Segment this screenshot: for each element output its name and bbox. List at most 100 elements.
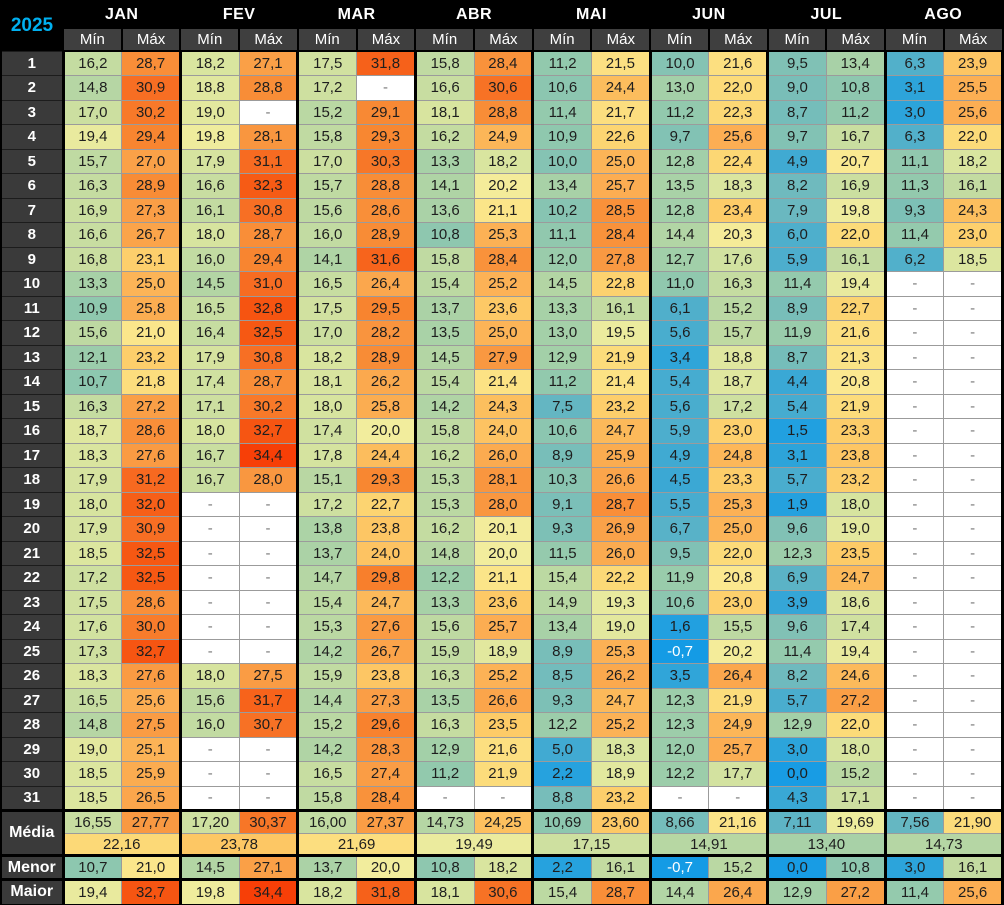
temp-cell[interactable]: 30,9 bbox=[121, 75, 181, 101]
temp-cell[interactable]: 11,5 bbox=[531, 540, 592, 566]
temp-cell[interactable]: 16,0 bbox=[178, 246, 240, 272]
temp-cell[interactable]: 18,3 bbox=[708, 173, 769, 199]
temp-cell[interactable]: 21,6 bbox=[708, 50, 769, 76]
temp-cell[interactable]: 15,8 bbox=[413, 418, 475, 444]
temp-cell[interactable]: 5,9 bbox=[766, 246, 827, 272]
temp-cell[interactable]: 9,5 bbox=[648, 540, 710, 566]
temp-cell[interactable]: 16,55 bbox=[61, 809, 123, 834]
empty-cell[interactable]: - bbox=[943, 516, 1004, 542]
empty-cell[interactable]: - bbox=[178, 638, 240, 664]
temp-cell[interactable]: 26,4 bbox=[708, 663, 769, 689]
empty-cell[interactable]: - bbox=[473, 785, 534, 811]
temp-cell[interactable]: 15,6 bbox=[178, 687, 240, 713]
temp-cell[interactable]: 10,8 bbox=[825, 854, 886, 880]
temp-cell[interactable]: 10,3 bbox=[531, 467, 592, 493]
temp-cell[interactable]: 14,4 bbox=[648, 878, 710, 905]
temp-cell[interactable]: 15,6 bbox=[413, 614, 475, 640]
temp-cell[interactable]: 10,7 bbox=[61, 854, 123, 880]
temp-cell[interactable]: 16,9 bbox=[825, 173, 886, 199]
temp-cell[interactable]: 11,4 bbox=[766, 271, 827, 297]
temp-cell[interactable]: 22,8 bbox=[590, 271, 651, 297]
temp-cell[interactable]: 18,0 bbox=[61, 491, 123, 517]
temp-cell[interactable]: 21,4 bbox=[590, 369, 651, 395]
temp-cell[interactable]: 22,0 bbox=[825, 712, 886, 738]
temp-cell[interactable]: 13,5 bbox=[648, 173, 710, 199]
temp-cell[interactable]: 30,8 bbox=[238, 344, 299, 370]
temp-cell[interactable]: 29,4 bbox=[238, 246, 299, 272]
temp-cell[interactable]: 4,9 bbox=[766, 148, 827, 174]
temp-cell[interactable]: 11,2 bbox=[825, 99, 886, 125]
temp-cell[interactable]: 20,8 bbox=[708, 565, 769, 591]
temp-cell[interactable]: 9,1 bbox=[531, 491, 592, 517]
temp-cell[interactable]: 15,4 bbox=[296, 589, 358, 615]
temp-cell[interactable]: 24,0 bbox=[473, 418, 534, 444]
temp-cell[interactable]: 27,9 bbox=[473, 344, 534, 370]
temp-cell[interactable]: 22,4 bbox=[708, 148, 769, 174]
temp-cell[interactable]: 25,7 bbox=[473, 614, 534, 640]
temp-cell[interactable]: 26,0 bbox=[590, 540, 651, 566]
temp-cell[interactable]: 27,2 bbox=[825, 687, 886, 713]
temp-cell[interactable]: -0,7 bbox=[648, 638, 710, 664]
temp-cell[interactable]: 3,0 bbox=[883, 854, 945, 880]
temp-cell[interactable]: 31,2 bbox=[121, 467, 181, 493]
temp-cell[interactable]: 10,69 bbox=[531, 809, 592, 834]
temp-cell[interactable]: 23,5 bbox=[825, 540, 886, 566]
temp-cell[interactable]: 25,7 bbox=[590, 173, 651, 199]
temp-cell[interactable]: 27,5 bbox=[238, 663, 299, 689]
temp-cell[interactable]: 31,0 bbox=[238, 271, 299, 297]
temp-cell[interactable]: 19,8 bbox=[178, 878, 240, 905]
temp-cell[interactable]: 25,6 bbox=[943, 878, 1004, 905]
temp-cell[interactable]: 18,8 bbox=[178, 75, 240, 101]
temp-cell[interactable]: 15,7 bbox=[296, 173, 358, 199]
empty-cell[interactable]: - bbox=[238, 491, 299, 517]
temp-cell[interactable]: 32,5 bbox=[121, 540, 181, 566]
temp-cell[interactable]: 22,0 bbox=[943, 124, 1004, 150]
temp-cell[interactable]: 13,0 bbox=[531, 320, 592, 346]
temp-cell[interactable]: 8,7 bbox=[766, 99, 827, 125]
temp-cell[interactable]: 23,0 bbox=[708, 589, 769, 615]
temp-cell[interactable]: 28,7 bbox=[121, 50, 181, 76]
temp-cell[interactable]: 8,8 bbox=[531, 785, 592, 811]
temp-cell[interactable]: 23,2 bbox=[590, 785, 651, 811]
temp-cell[interactable]: 2,2 bbox=[531, 761, 592, 787]
temp-cell[interactable]: 15,2 bbox=[708, 295, 769, 321]
temp-cell[interactable]: 10,6 bbox=[531, 75, 592, 101]
temp-cell[interactable]: 25,6 bbox=[708, 124, 769, 150]
temp-cell[interactable]: 2,2 bbox=[531, 854, 592, 880]
temp-cell[interactable]: 21,8 bbox=[121, 369, 181, 395]
temp-cell[interactable]: 15,8 bbox=[413, 246, 475, 272]
temp-cell[interactable]: 10,6 bbox=[648, 589, 710, 615]
temp-cell[interactable]: 13,6 bbox=[413, 197, 475, 223]
temp-cell[interactable]: 1,5 bbox=[766, 418, 827, 444]
empty-cell[interactable]: - bbox=[178, 589, 240, 615]
temp-cell[interactable]: 18,2 bbox=[943, 148, 1004, 174]
temp-cell[interactable]: 34,4 bbox=[238, 878, 299, 905]
temp-cell[interactable]: 16,3 bbox=[61, 393, 123, 419]
temp-cell[interactable]: 11,2 bbox=[648, 99, 710, 125]
temp-cell[interactable]: 25,5 bbox=[943, 75, 1004, 101]
temp-cell[interactable]: 5,6 bbox=[648, 393, 710, 419]
temp-cell[interactable]: 26,0 bbox=[473, 442, 534, 468]
temp-cell[interactable]: 29,1 bbox=[356, 99, 416, 125]
temp-cell[interactable]: 18,0 bbox=[296, 393, 358, 419]
empty-cell[interactable]: - bbox=[883, 736, 945, 762]
temp-cell[interactable]: 28,8 bbox=[238, 75, 299, 101]
temp-cell[interactable]: 22,16 bbox=[61, 833, 181, 856]
temp-cell[interactable]: 16,5 bbox=[296, 271, 358, 297]
temp-cell[interactable]: 16,3 bbox=[708, 271, 769, 297]
temp-cell[interactable]: 17,4 bbox=[825, 614, 886, 640]
temp-cell[interactable]: 24,7 bbox=[356, 589, 416, 615]
temp-cell[interactable]: 15,7 bbox=[61, 148, 123, 174]
temp-cell[interactable]: 18,0 bbox=[178, 663, 240, 689]
temp-cell[interactable]: 21,3 bbox=[825, 344, 886, 370]
empty-cell[interactable]: - bbox=[238, 589, 299, 615]
temp-cell[interactable]: 13,3 bbox=[531, 295, 592, 321]
temp-cell[interactable]: 17,3 bbox=[61, 638, 123, 664]
temp-cell[interactable]: 28,2 bbox=[356, 320, 416, 346]
temp-cell[interactable]: 28,9 bbox=[356, 222, 416, 248]
empty-cell[interactable]: - bbox=[943, 712, 1004, 738]
temp-cell[interactable]: 13,3 bbox=[61, 271, 123, 297]
temp-cell[interactable]: 12,7 bbox=[648, 246, 710, 272]
temp-cell[interactable]: 19,4 bbox=[61, 124, 123, 150]
temp-cell[interactable]: 9,6 bbox=[766, 614, 827, 640]
